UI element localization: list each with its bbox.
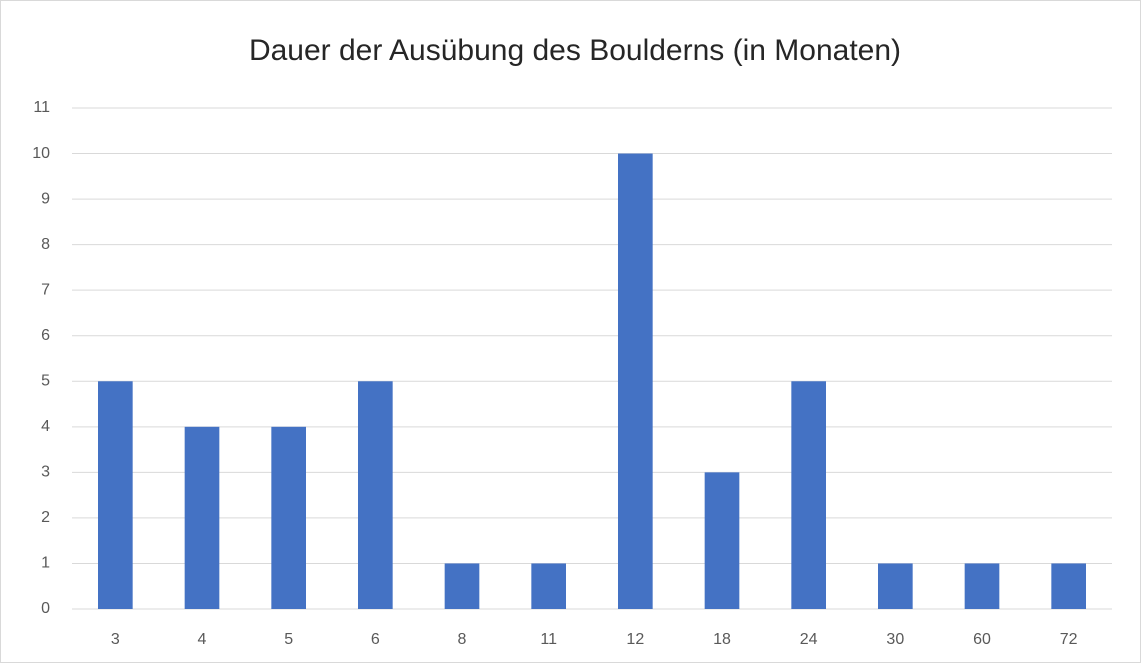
y-tick-label: 3 — [41, 464, 50, 481]
y-tick-label: 10 — [32, 145, 50, 162]
x-tick-label: 3 — [111, 631, 120, 648]
x-tick-label: 30 — [886, 631, 904, 648]
bar — [271, 426, 306, 609]
y-tick-label: 0 — [41, 600, 50, 617]
y-tick-label: 11 — [33, 99, 50, 116]
y-tick-label: 2 — [41, 509, 50, 526]
y-tick-label: 6 — [41, 327, 50, 344]
x-tick-label: 4 — [198, 631, 207, 648]
x-tick-label: 60 — [973, 631, 991, 648]
bar — [184, 426, 220, 609]
y-tick-label: 5 — [41, 372, 50, 389]
x-tick-label: 18 — [713, 631, 731, 648]
bar — [444, 563, 480, 609]
bar — [878, 563, 913, 609]
y-tick-label: 1 — [41, 555, 50, 572]
x-tick-label: 12 — [626, 631, 644, 648]
chart-title: Dauer der Ausübung des Boulderns (in Mon… — [249, 34, 901, 67]
bar — [1051, 563, 1086, 609]
bar — [531, 563, 566, 609]
y-tick-label: 7 — [41, 281, 50, 298]
x-tick-label: 24 — [800, 631, 818, 648]
bar — [618, 153, 653, 609]
y-tick-label: 4 — [41, 418, 50, 435]
x-tick-label: 8 — [458, 631, 467, 648]
y-tick-label: 8 — [41, 236, 50, 253]
x-tick-label: 5 — [284, 631, 293, 648]
bar — [964, 563, 1000, 609]
x-tick-label: 6 — [371, 631, 380, 648]
y-tick-label: 9 — [41, 190, 50, 207]
x-tick-label: 72 — [1060, 631, 1078, 648]
bar — [358, 381, 393, 609]
x-tick-label: 11 — [540, 631, 557, 648]
bar — [704, 472, 740, 609]
bar — [98, 381, 133, 609]
bar — [791, 381, 826, 609]
